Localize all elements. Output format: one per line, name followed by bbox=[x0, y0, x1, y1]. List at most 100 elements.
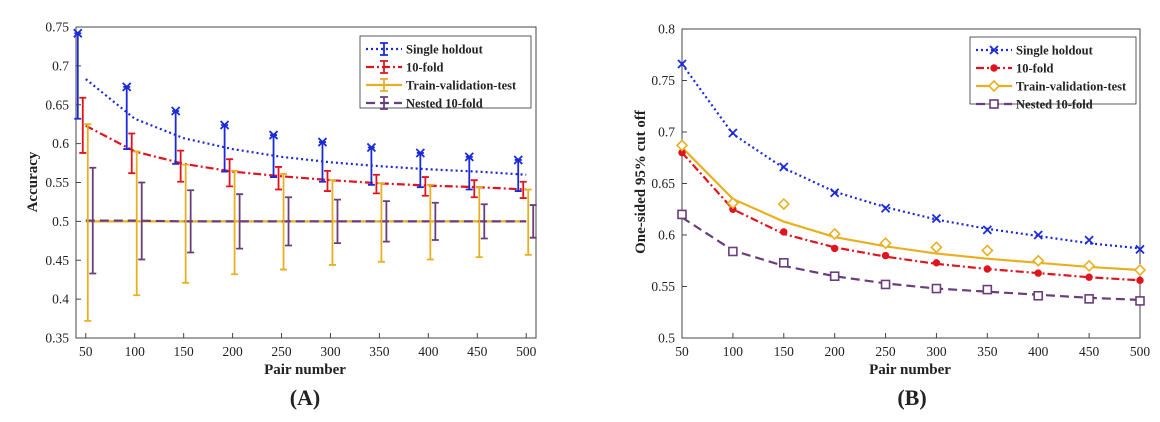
upper-marker-single-holdout bbox=[268, 130, 279, 140]
x-tick-label: 100 bbox=[125, 344, 146, 359]
data-point-train-validation-test bbox=[879, 237, 892, 250]
y-tick-label: 0.6 bbox=[658, 228, 675, 243]
legend-label-single-holdout: Single holdout bbox=[406, 43, 484, 57]
data-point-single-holdout bbox=[1135, 244, 1145, 255]
data-point-single-holdout bbox=[830, 188, 840, 198]
x-tick-label: 100 bbox=[723, 344, 744, 359]
data-point-single-holdout bbox=[931, 213, 942, 224]
legend-label-nested-10-fold: Nested 10-fold bbox=[1016, 98, 1093, 112]
fit-line-nested-10-fold bbox=[681, 216, 1141, 301]
y-tick-label: 0.55 bbox=[45, 175, 69, 190]
data-point-nested-10-fold bbox=[1033, 290, 1044, 301]
data-point-10-fold bbox=[881, 251, 890, 260]
data-point-train-validation-test bbox=[675, 139, 689, 152]
upper-marker-single-holdout bbox=[366, 142, 377, 153]
x-tick-label: 200 bbox=[825, 344, 846, 359]
legend-errorcap-train-validation-test bbox=[380, 78, 388, 92]
y-tick-label: 0.7 bbox=[52, 58, 69, 73]
error-cap-10-fold bbox=[79, 96, 87, 154]
x-tick-label: 400 bbox=[418, 344, 439, 359]
y-tick-label: 0.65 bbox=[651, 176, 675, 191]
error-cap-train-validation-test bbox=[524, 188, 532, 256]
x-tick-label: 300 bbox=[320, 344, 341, 359]
data-point-single-holdout bbox=[677, 59, 687, 69]
x-tick-label: 300 bbox=[926, 344, 947, 359]
legend-errorcap-10-fold bbox=[380, 60, 388, 74]
data-point-single-holdout bbox=[728, 128, 738, 138]
y-tick-label: 0.6 bbox=[52, 136, 69, 151]
legend-label-10-fold: 10-fold bbox=[406, 61, 444, 75]
data-point-nested-10-fold bbox=[982, 284, 993, 295]
legend-marker-single-holdout bbox=[989, 45, 999, 55]
data-point-10-fold bbox=[1085, 273, 1093, 281]
legend-label-single-holdout: Single holdout bbox=[1016, 44, 1094, 58]
error-cap-train-validation-test bbox=[231, 169, 239, 276]
data-point-10-fold bbox=[932, 259, 941, 267]
x-tick-label: 50 bbox=[79, 344, 93, 359]
data-point-single-holdout bbox=[779, 162, 789, 172]
legend-label-10-fold: 10-fold bbox=[1016, 62, 1054, 76]
data-point-single-holdout bbox=[1033, 230, 1043, 240]
x-tick-label: 500 bbox=[1130, 344, 1151, 359]
y-tick-label: 0.35 bbox=[45, 331, 69, 346]
x-axis-label: Pair number bbox=[869, 362, 951, 378]
error-cap-10-fold bbox=[323, 169, 331, 192]
error-cap-nested-10-fold bbox=[333, 198, 341, 245]
data-point-nested-10-fold bbox=[880, 279, 891, 290]
y-tick-label: 0.55 bbox=[651, 279, 675, 294]
upper-marker-single-holdout bbox=[415, 148, 425, 158]
error-cap-train-validation-test bbox=[328, 179, 336, 266]
y-tick-label: 0.4 bbox=[52, 292, 69, 307]
x-tick-label: 500 bbox=[516, 344, 537, 359]
error-cap-nested-10-fold bbox=[382, 200, 390, 243]
data-point-train-validation-test bbox=[777, 197, 790, 211]
error-cap-10-fold bbox=[470, 179, 478, 199]
x-tick-label: 250 bbox=[271, 344, 292, 359]
data-point-train-validation-test bbox=[1082, 259, 1096, 273]
error-cap-train-validation-test bbox=[280, 173, 288, 271]
error-cap-10-fold bbox=[372, 173, 380, 195]
y-tick-label: 0.5 bbox=[658, 331, 675, 346]
error-cap-train-validation-test bbox=[182, 163, 190, 284]
legend-marker-train-validation-test bbox=[987, 79, 1001, 93]
y-tick-label: 0.7 bbox=[658, 125, 675, 140]
data-point-single-holdout bbox=[982, 225, 992, 235]
y-tick-label: 0.45 bbox=[45, 253, 69, 268]
x-tick-label: 200 bbox=[222, 344, 243, 359]
error-cap-train-validation-test bbox=[84, 123, 92, 322]
data-point-single-holdout bbox=[1084, 235, 1094, 245]
y-axis-label: Accuracy bbox=[25, 151, 41, 212]
data-point-train-validation-test bbox=[981, 244, 994, 257]
data-point-nested-10-fold bbox=[728, 246, 738, 257]
data-point-10-fold bbox=[1136, 276, 1144, 285]
error-cap-10-fold bbox=[421, 176, 429, 197]
legend-label-nested-10-fold: Nested 10-fold bbox=[406, 97, 483, 111]
y-axis-label: One-sided 95% cut off bbox=[633, 109, 649, 254]
y-tick-label: 0.65 bbox=[45, 97, 69, 112]
data-point-nested-10-fold bbox=[778, 258, 789, 268]
data-point-nested-10-fold bbox=[829, 271, 840, 282]
x-tick-label: 150 bbox=[174, 344, 195, 359]
x-tick-label: 350 bbox=[977, 344, 998, 359]
data-point-train-validation-test bbox=[1032, 254, 1045, 267]
error-cap-train-validation-test bbox=[426, 183, 434, 261]
error-cap-nested-10-fold bbox=[89, 166, 97, 275]
accuracy-chart: Accuracy Pair number (A) 50 100 150 200 250 3… bbox=[25, 20, 537, 410]
error-cap-10-fold bbox=[128, 132, 136, 175]
x-tick-label: 50 bbox=[675, 344, 689, 359]
data-point-train-validation-test bbox=[828, 227, 841, 241]
error-cap-10-fold bbox=[177, 149, 185, 183]
fit-line-nested-10-fold bbox=[85, 219, 527, 223]
error-cap-train-validation-test bbox=[133, 150, 141, 297]
data-point-single-holdout bbox=[880, 203, 891, 213]
legend-errorcap-single-holdout bbox=[380, 42, 388, 56]
upper-marker-single-holdout bbox=[171, 106, 181, 116]
error-cap-nested-10-fold bbox=[236, 193, 244, 250]
legend-label-train-validation-test: Train-validation-test bbox=[1016, 80, 1127, 94]
error-cap-nested-10-fold bbox=[529, 204, 537, 239]
x-tick-label: 350 bbox=[369, 344, 390, 359]
error-cap-10-fold bbox=[519, 180, 527, 199]
legend-errorcap-nested-10-fold bbox=[380, 96, 388, 110]
data-point-train-validation-test bbox=[930, 241, 943, 254]
x-tick-label: 250 bbox=[875, 344, 896, 359]
